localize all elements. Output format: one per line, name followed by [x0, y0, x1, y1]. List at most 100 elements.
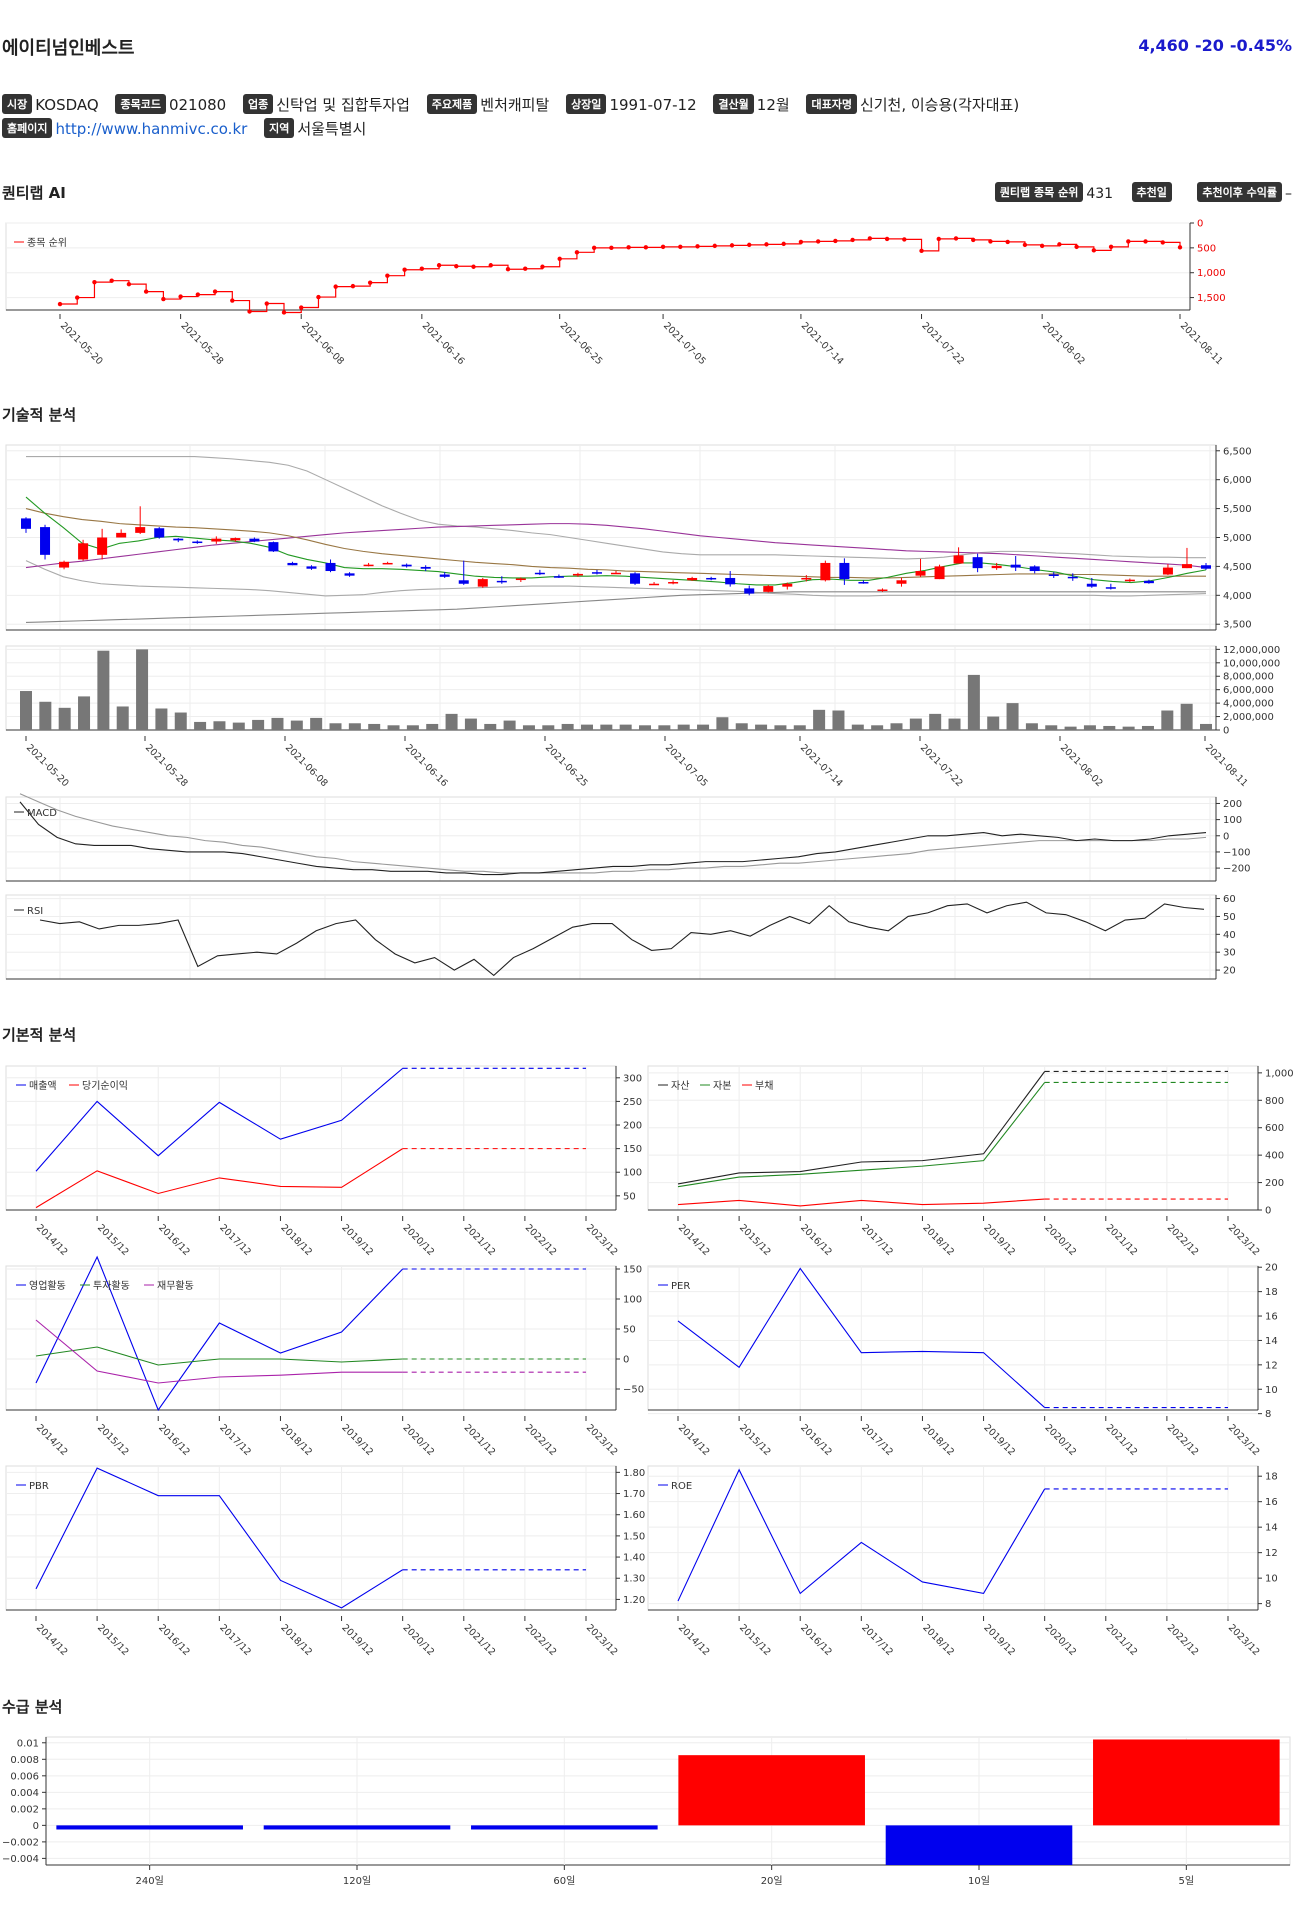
- assets-xtick-label: 2021/12: [1104, 1222, 1140, 1258]
- rank-point: [591, 245, 597, 251]
- rank-point: [729, 243, 735, 248]
- cashflow-xtick-label: 2015/12: [95, 1422, 131, 1458]
- rank-point: [850, 237, 855, 243]
- supply-chart: −0.004 −0.002 0 0.002 0.004 0.006 0.008 0.01 240…: [2, 1736, 1291, 1887]
- volume-xtick-label: 2021-06-08: [283, 742, 330, 789]
- volume-xtick-label: 2021-07-14: [798, 742, 845, 789]
- cashflow-series-line: [35, 1255, 404, 1412]
- candle-body: [896, 580, 907, 584]
- candle-body: [668, 582, 679, 584]
- assets-xtick-label: 2019/12: [981, 1222, 1017, 1258]
- rank-point: [1022, 242, 1028, 248]
- candle-body: [154, 528, 165, 538]
- cashflow-ytick-label: 0: [623, 1355, 629, 1366]
- price-ytick-label: 5,000: [1223, 533, 1252, 544]
- rank-point: [178, 294, 183, 299]
- supply-xtick-label: 10일: [968, 1875, 990, 1887]
- ma5-line: [25, 496, 1207, 586]
- sales-chart: 50 100 150 200 250 300 매출액 당기순이익 2014/12 2015/12 2…: [5, 1065, 642, 1258]
- supply-frame: [45, 1736, 1291, 1866]
- rank-chart: 0 500 1,000 1,500 종목 순위 2021-05-20 2021-05-28 2…: [5, 219, 1226, 367]
- homepage-link[interactable]: http://www.hanmivc.co.kr: [55, 120, 248, 138]
- supply-bar: [263, 1825, 451, 1830]
- pbr-chart: 1.20 1.30 1.40 1.50 1.60 1.70 1.80 PBR 2014/12 20…: [5, 1465, 645, 1658]
- sales-xtick-label: 2023/12: [584, 1222, 620, 1258]
- sales-xtick-label: 2015/12: [95, 1222, 131, 1258]
- sales-ytick-label: 150: [623, 1144, 642, 1155]
- rank-point: [936, 236, 941, 242]
- candle-body: [1124, 579, 1135, 582]
- rank-point: [815, 239, 821, 244]
- candle-body: [1143, 580, 1154, 584]
- volume-bar: [1161, 710, 1174, 730]
- assets-series-line: [677, 1082, 1046, 1188]
- supply-xtick-label: 60일: [553, 1875, 575, 1887]
- candle-body: [706, 577, 717, 580]
- bollinger-upper-line: [26, 456, 1206, 560]
- volume-bar: [600, 724, 613, 730]
- rank-point: [988, 239, 993, 244]
- volume-bar: [793, 725, 806, 730]
- assets-legend-label: 부채: [755, 1080, 773, 1092]
- rank-point: [798, 239, 804, 245]
- candle-body: [1181, 564, 1192, 569]
- supply-ytick-label: −0.002: [2, 1837, 39, 1848]
- roe-ytick-label: 16: [1265, 1497, 1278, 1508]
- rank-point: [436, 263, 442, 268]
- volume-chart: 0 2,000,000 4,000,000 6,000,000 8,000,000 10,…: [5, 645, 1280, 789]
- cashflow-xtick-label: 2020/12: [401, 1422, 437, 1458]
- roe-ytick-label: 10: [1265, 1574, 1278, 1585]
- rank-point: [367, 280, 373, 285]
- rsi-ytick-label: 60: [1223, 894, 1236, 905]
- pbr-series-line: [35, 1467, 403, 1609]
- roe-xtick-label: 2022/12: [1165, 1622, 1201, 1658]
- volume-bar: [755, 724, 768, 730]
- roe-chart: 8 10 12 14 16 18 ROE 2014/12 2015/12 2016/12 2017/…: [647, 1465, 1278, 1658]
- price-ytick-label: 6,500: [1223, 446, 1252, 457]
- company-name: 에이티넘인베스트: [2, 38, 135, 59]
- roe-xtick-label: 2021/12: [1104, 1622, 1140, 1658]
- volume-bar: [387, 725, 400, 730]
- candle-body: [591, 572, 602, 574]
- candle-body: [649, 583, 660, 586]
- sales-series-line: [35, 1067, 404, 1172]
- price-chart: 3,500 4,000 4,500 5,000 5,500 6,000 6,500: [5, 444, 1252, 631]
- pbr-xtick-label: 2019/12: [339, 1622, 375, 1658]
- homepage-badge: 홈페이지: [2, 118, 53, 138]
- roe-xtick-label: 2018/12: [920, 1622, 956, 1658]
- candle-body: [972, 557, 983, 569]
- volume-bar: [522, 725, 535, 730]
- assets-xtick-label: 2017/12: [859, 1222, 895, 1258]
- per-xtick-label: 2020/12: [1043, 1422, 1079, 1458]
- sales-xtick-label: 2018/12: [278, 1222, 314, 1258]
- macd-ytick-label: −200: [1223, 864, 1250, 875]
- rank-point: [867, 236, 873, 241]
- assets-ytick-label: 200: [1265, 1178, 1284, 1189]
- rank-xtick-label: 2021-07-22: [919, 320, 966, 367]
- rank-point: [333, 284, 338, 289]
- candle-body: [515, 578, 526, 581]
- volume-bar: [658, 725, 671, 730]
- candle-body: [858, 582, 869, 584]
- rank-point: [884, 236, 890, 242]
- volume-bar: [987, 716, 1000, 730]
- rank-point: [971, 237, 976, 243]
- assets-series-line: [677, 1071, 1046, 1185]
- volume-bar: [464, 718, 477, 730]
- rank-point: [523, 266, 528, 271]
- supply-bar: [1093, 1739, 1280, 1826]
- rank-xtick-label: 2021-05-28: [178, 320, 225, 367]
- per-ytick-label: 12: [1265, 1360, 1278, 1371]
- candle-body: [401, 564, 412, 567]
- macd-legend-label: MACD: [27, 808, 57, 819]
- volume-bar: [677, 724, 690, 730]
- cashflow-xtick-label: 2022/12: [523, 1422, 559, 1458]
- supply-bar: [885, 1825, 1073, 1865]
- candle-body: [763, 586, 774, 592]
- candle-body: [363, 564, 374, 567]
- pbr-xtick-label: 2017/12: [217, 1622, 253, 1658]
- sales-series-line: [35, 1148, 403, 1209]
- candle-body: [173, 538, 184, 541]
- assets-ytick-label: 0: [1265, 1206, 1271, 1217]
- rank-point: [247, 309, 252, 314]
